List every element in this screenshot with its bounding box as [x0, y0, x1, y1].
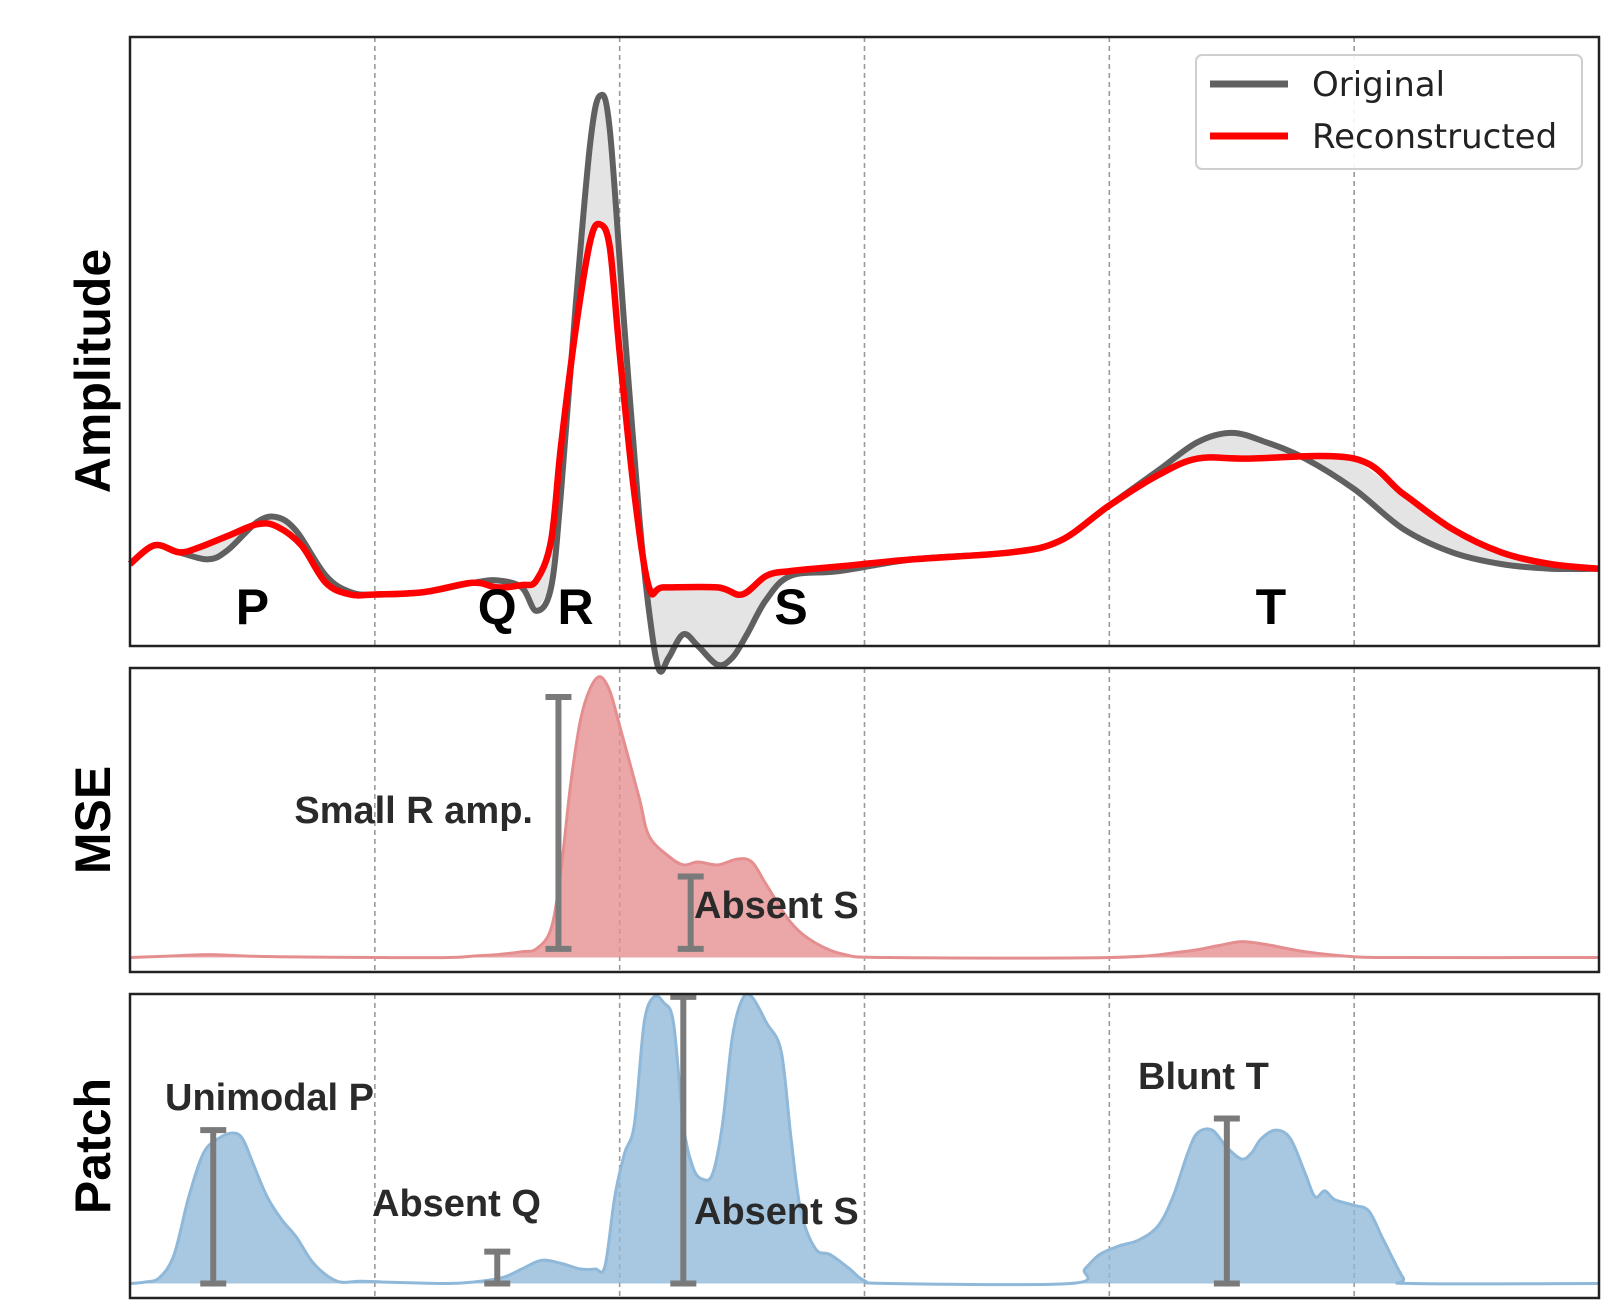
annotation-blunt-t: Blunt T [1138, 1056, 1269, 1098]
patch-area [129, 992, 1600, 1287]
annotation-small-r-amp: Small R amp. [294, 790, 533, 832]
annotation-absent-s: Absent S [694, 1191, 859, 1233]
patch-panel: Unimodal P Absent Q Absent S Blunt T Patch [65, 992, 1601, 1300]
mse-panel: Small R amp. Absent S MSE [65, 666, 1601, 974]
area-outline-1 [129, 675, 1600, 960]
amplitude-series-lines [127, 91, 1600, 675]
mse-axis-label: MSE [65, 766, 121, 874]
wave-label-t: T [1256, 579, 1287, 635]
patch-annotations: Unimodal P Absent Q Absent S Blunt T [165, 993, 1269, 1287]
wave-label-q: Q [478, 579, 517, 635]
legend-label-original: Original [1312, 65, 1445, 105]
annotation-absent-q: Absent Q [372, 1183, 541, 1225]
legend: Original Reconstructed [1195, 54, 1583, 170]
legend-label-reconstructed: Reconstructed [1312, 117, 1557, 157]
mse-axes-frame [128, 666, 1601, 974]
series-line-reconstructed [127, 220, 1600, 599]
wave-label-s: S [774, 579, 807, 635]
amplitude-axis-label: Amplitude [65, 249, 121, 493]
area-outline-2 [129, 992, 1600, 1287]
error-bar-absent-q [484, 1248, 511, 1287]
wave-label-p: P [236, 579, 269, 635]
annotation-absent-s: Absent S [694, 885, 859, 927]
area-fill-2 [130, 994, 1599, 1285]
patch-axis-label: Patch [65, 1078, 121, 1214]
patch-axes-frame [128, 992, 1601, 1300]
error-bar-unimodal-p [200, 1127, 227, 1287]
mse-annotations: Small R amp. Absent S [294, 693, 859, 952]
annotation-unimodal-p: Unimodal P [165, 1077, 374, 1119]
wave-label-r: R [558, 579, 594, 635]
error-bar-small-r-amp [545, 693, 572, 952]
legend-box [1195, 54, 1583, 170]
mse-area [129, 675, 1600, 960]
amplitude-axes-frame [128, 35, 1601, 648]
amplitude-gridlines [374, 37, 1355, 646]
error-bar-absent-s [677, 873, 704, 952]
error-bar-absent-s [670, 993, 697, 1287]
error-bar-blunt-t [1213, 1115, 1240, 1287]
